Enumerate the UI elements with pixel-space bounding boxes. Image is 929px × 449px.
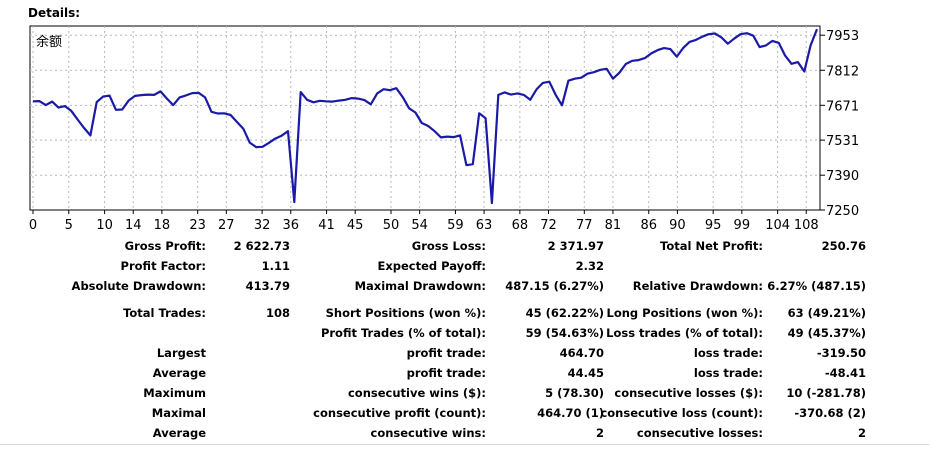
x-tick-label: 81: [605, 218, 622, 233]
x-tick-label: 50: [383, 218, 400, 233]
x-tick-label: 41: [318, 218, 335, 233]
chart-title: 余额: [36, 34, 62, 50]
stat-label: loss trade:: [693, 346, 763, 360]
stat-value: 413.79: [245, 279, 290, 293]
stat-value: 2.32: [575, 259, 604, 273]
stat-label: Gross Loss:: [411, 239, 486, 253]
stat-label: consecutive losses ($):: [614, 386, 763, 400]
x-tick-label: 59: [447, 218, 464, 233]
grid-horizontal: [30, 34, 820, 176]
x-tick-label: 108: [794, 218, 819, 233]
x-tick-label: 68: [512, 218, 529, 233]
x-axis-ticks: 0 5 10 14 18 23 27 32 36 41 45 50 54 59 63 68 72 77 81 86 90…: [29, 210, 819, 233]
x-tick-label: 77: [576, 218, 593, 233]
x-tick-label: 0: [29, 218, 37, 233]
x-tick-label: 72: [540, 218, 557, 233]
stat-label: loss trade:: [693, 366, 763, 380]
stat-value: -319.50: [816, 346, 866, 360]
stat-value: 59 (54.63%): [525, 326, 604, 340]
x-tick-label: 18: [154, 218, 171, 233]
stat-label: Long Positions (won %):: [606, 306, 764, 320]
x-tick-label: 45: [347, 218, 364, 233]
x-tick-label: 99: [734, 218, 751, 233]
stat-label: consecutive profit (count):: [313, 406, 486, 420]
stat-value: -48.41: [824, 366, 866, 380]
y-tick-label: 7531: [826, 134, 859, 149]
y-axis-ticks: 7953 7812 7671 7531 7390 7250: [820, 29, 859, 219]
stat-value: 2 622.73: [233, 239, 290, 253]
x-tick-label: 86: [640, 218, 657, 233]
stat-label: Relative Drawdown:: [632, 279, 763, 293]
x-tick-label: 10: [96, 218, 113, 233]
x-tick-label: 95: [705, 218, 722, 233]
stat-label: Total Net Profit:: [660, 239, 763, 253]
stat-value: 6.27% (487.15): [767, 279, 866, 293]
stat-value: 1.11: [261, 259, 290, 273]
stat-label: Largest: [156, 346, 206, 360]
stat-value: 2: [595, 426, 604, 440]
y-tick-label: 7390: [826, 169, 859, 184]
stat-label: Maximal Drawdown:: [354, 279, 486, 293]
stat-label: Profit Trades (% of total):: [320, 326, 486, 340]
x-tick-label: 104: [765, 218, 790, 233]
balance-line: [32, 28, 819, 205]
stat-label: Total Trades:: [123, 306, 206, 320]
stat-value: 63 (49.21%): [787, 306, 866, 320]
stat-value: 10 (-281.78): [786, 386, 866, 400]
stat-value: -370.68 (2): [794, 406, 866, 420]
stat-label: Maximum: [143, 386, 206, 400]
details-title: Details:: [28, 6, 81, 20]
stat-value: 5 (78.30): [545, 386, 604, 400]
stat-value: 2 371.97: [547, 239, 604, 253]
stat-value: 487.15 (6.27%): [505, 279, 604, 293]
stat-label: consecutive wins:: [370, 426, 487, 440]
divider: [0, 444, 929, 445]
stat-label: Average: [152, 426, 206, 440]
stat-value: 464.70: [559, 346, 604, 360]
stat-value: 45 (62.22%): [525, 306, 604, 320]
y-tick-label: 7953: [826, 29, 859, 44]
stat-label: Expected Payoff:: [377, 259, 487, 273]
y-tick-label: 7671: [826, 99, 859, 114]
stat-label: profit trade:: [406, 346, 486, 360]
x-tick-label: 23: [189, 218, 206, 233]
y-tick-label: 7250: [826, 204, 859, 219]
x-tick-label: 54: [411, 218, 428, 233]
x-tick-label: 32: [254, 218, 271, 233]
x-tick-label: 63: [476, 218, 493, 233]
stat-label: Short Positions (won %):: [325, 306, 486, 320]
stat-label: consecutive loss (count):: [600, 406, 763, 420]
x-tick-label: 90: [669, 218, 686, 233]
stat-label: Gross Profit:: [124, 239, 206, 253]
stat-label: Loss trades (% of total):: [606, 326, 763, 340]
stat-value: 44.45: [567, 366, 604, 380]
x-tick-label: 5: [65, 218, 73, 233]
stat-label: profit trade:: [406, 366, 486, 380]
y-tick-label: 7812: [826, 64, 859, 79]
stat-label: Absolute Drawdown:: [71, 279, 206, 293]
stat-label: Average: [152, 366, 206, 380]
stat-value: 108: [265, 306, 290, 320]
stat-label: consecutive wins ($):: [347, 386, 486, 400]
x-tick-label: 14: [125, 218, 142, 233]
stat-value: 250.76: [821, 239, 866, 253]
stat-value: 464.70 (1): [537, 406, 604, 420]
x-tick-label: 27: [218, 218, 235, 233]
stat-value: 49 (45.37%): [787, 326, 866, 340]
stat-label: consecutive losses:: [636, 426, 763, 440]
stat-label: Profit Factor:: [120, 259, 206, 273]
stat-label: Maximal: [151, 406, 206, 420]
x-tick-label: 36: [282, 218, 299, 233]
stat-value: 2: [857, 426, 866, 440]
